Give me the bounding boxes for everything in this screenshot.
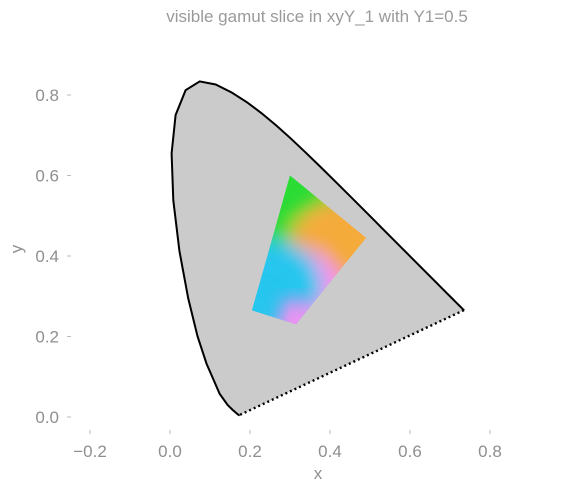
y-tick-label: 0.4 (35, 247, 59, 266)
x-tick-label: 0.0 (158, 442, 182, 461)
spectral-locus-line (170, 80, 465, 417)
y-axis: 0.0 0.2 0.4 0.6 0.8 (35, 86, 71, 427)
x-tick-label: −0.2 (73, 442, 107, 461)
x-tick-label: 0.4 (318, 442, 342, 461)
x-tick-label: 0.2 (238, 442, 262, 461)
chart-title: visible gamut slice in xyY_1 with Y1=0.5 (166, 7, 468, 26)
x-axis: −0.2 0.0 0.2 0.4 0.6 0.8 (73, 430, 502, 461)
line-of-purples (239, 309, 465, 417)
y-tick-label: 0.6 (35, 167, 59, 186)
x-tick-label: 0.6 (398, 442, 422, 461)
y-tick-label: 0.8 (35, 86, 59, 105)
y-axis-label: y (7, 244, 26, 253)
y-tick-label: 0.2 (35, 328, 59, 347)
x-axis-label: x (314, 464, 323, 483)
x-tick-label: 0.8 (478, 442, 502, 461)
y-tick-label: 0.0 (35, 408, 59, 427)
plot-area (170, 80, 465, 417)
